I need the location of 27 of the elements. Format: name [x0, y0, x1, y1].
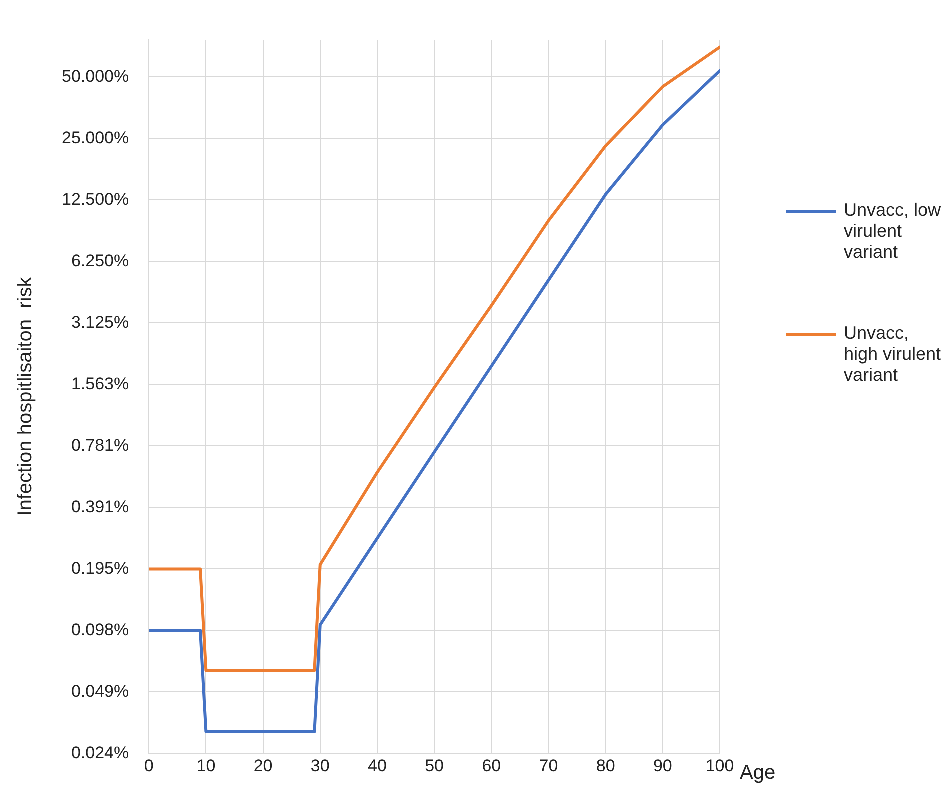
x-tick-label: 90	[653, 756, 672, 776]
y-tick-label: 12.500%	[62, 190, 130, 209]
y-tick-label: 6.250%	[71, 251, 130, 270]
y-tick-label: 3.125%	[71, 312, 130, 332]
x-tick-label: 80	[596, 756, 616, 776]
x-tick-label: 60	[482, 756, 502, 776]
y-tick-label: 0.024%	[71, 743, 130, 762]
legend-label: Unvacc, low virulent variant	[844, 200, 942, 263]
y-tick-label: 0.049%	[71, 682, 130, 701]
y-tick-label: 0.781%	[71, 436, 130, 455]
x-tick-label: 10	[196, 756, 216, 776]
x-tick-label: 70	[539, 756, 558, 776]
x-tick-label: 0	[144, 756, 154, 776]
y-tick-label: 0.098%	[71, 620, 130, 640]
x-axis-title: Age	[740, 762, 776, 784]
legend-label: Unvacc, high virulent variant	[844, 323, 942, 386]
x-tick-label: 30	[310, 756, 330, 776]
x-tick-label: 50	[425, 756, 444, 776]
x-tick-label: 20	[254, 756, 273, 776]
x-tick-label: 40	[368, 756, 387, 776]
y-axis-title: Infection hospitlisaiton risk	[14, 276, 37, 516]
y-tick-label: 0.195%	[71, 558, 130, 578]
y-tick-label: 0.391%	[71, 497, 130, 516]
y-tick-label: 25.000%	[62, 128, 130, 148]
y-tick-label: 50.000%	[62, 66, 130, 86]
y-tick-label: 1.563%	[71, 374, 130, 394]
x-tick-label: 100	[706, 756, 734, 776]
